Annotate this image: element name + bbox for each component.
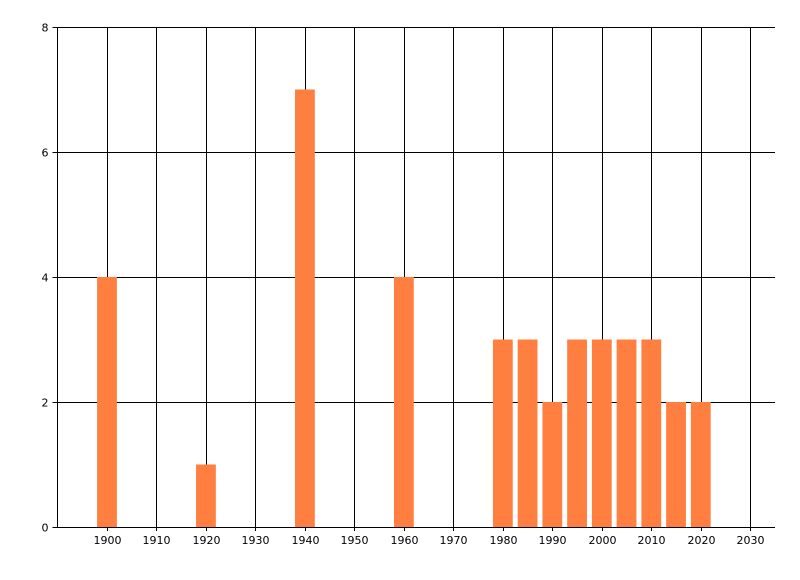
bar-1990 bbox=[542, 402, 563, 527]
x-tick-label: 2000 bbox=[589, 534, 617, 547]
y-tick-label: 8 bbox=[42, 22, 49, 35]
y-tick-label: 4 bbox=[42, 272, 49, 285]
bar-1940 bbox=[295, 89, 315, 527]
y-tick-label: 0 bbox=[42, 522, 49, 535]
x-tick-label: 1900 bbox=[94, 534, 122, 547]
x-tick-label: 1940 bbox=[292, 534, 320, 547]
bar-1980 bbox=[492, 339, 513, 527]
axes bbox=[52, 27, 775, 528]
bar-2010 bbox=[641, 339, 662, 527]
bar-2015 bbox=[666, 402, 686, 527]
bar-1960 bbox=[393, 277, 414, 527]
x-tick-label: 1950 bbox=[341, 534, 369, 547]
tick-labels: 1900 1910 1920 1930 1940 1950 1960 1970 1980 1990… bbox=[42, 22, 765, 548]
x-tick-label: 1920 bbox=[193, 534, 221, 547]
y-tick-label: 6 bbox=[42, 147, 49, 160]
x-tick-label: 1960 bbox=[391, 534, 419, 547]
x-tick-label: 1930 bbox=[242, 534, 270, 547]
bar-2000 bbox=[591, 339, 612, 527]
x-tick-label: 1990 bbox=[539, 534, 567, 547]
bar-2005 bbox=[616, 339, 637, 527]
bar-2020 bbox=[690, 402, 711, 527]
x-tick-label: 2010 bbox=[638, 534, 666, 547]
bar-1985 bbox=[517, 339, 538, 527]
bar-1900 bbox=[97, 277, 117, 527]
x-tick-label: 1980 bbox=[490, 534, 518, 547]
bar-1995 bbox=[567, 339, 587, 527]
bar-1920 bbox=[196, 464, 216, 527]
y-tick-label: 2 bbox=[42, 397, 49, 410]
x-tick-label: 1970 bbox=[440, 534, 468, 547]
x-tick-label: 2020 bbox=[688, 534, 716, 547]
x-tick-label: 2030 bbox=[737, 534, 765, 547]
x-tick-label: 1910 bbox=[143, 534, 171, 547]
bars bbox=[97, 89, 711, 527]
